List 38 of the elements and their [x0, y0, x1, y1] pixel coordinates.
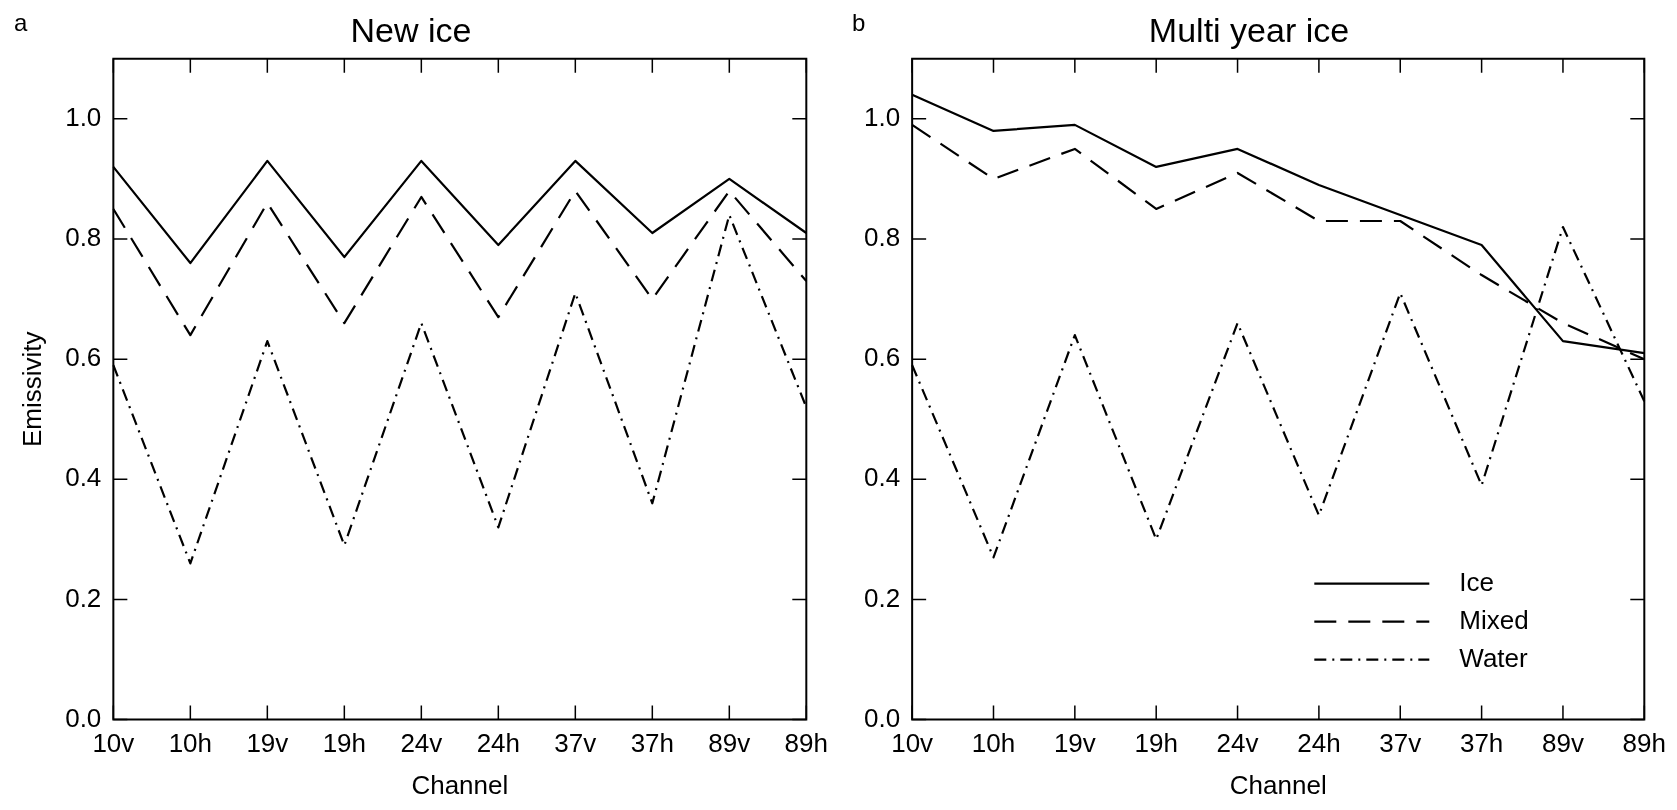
text: b [852, 8, 866, 36]
chart-title: Multi year ice [1148, 10, 1350, 49]
y-tick-label: 0.2 [65, 582, 102, 613]
chart-title: New ice [350, 10, 472, 49]
y-tick-label: 1.0 [65, 102, 102, 133]
x-tick-label: 37h [630, 728, 675, 759]
legend-label: Water [1459, 642, 1529, 673]
x-tick-label: 24v [400, 728, 443, 759]
x-tick-label: 89v [708, 728, 751, 759]
x-tick-label: 10h [168, 728, 213, 759]
y-tick-label: 1.0 [863, 102, 901, 133]
y-axis-title: Emissivity [16, 331, 47, 447]
x-tick-label: 19h [1134, 728, 1178, 759]
x-tick-label: 89h [1622, 728, 1667, 759]
y-tick-label: 0.4 [65, 462, 102, 493]
x-tick-label: 37v [554, 728, 597, 759]
y-tick-label: 0.8 [65, 222, 102, 253]
y-tick-label: 0.6 [65, 342, 102, 373]
x-tick-label: 89v [1542, 728, 1584, 759]
x-axis-title: Channel [1229, 769, 1327, 800]
y-tick-label: 0.8 [863, 222, 901, 253]
x-tick-label: 37v [1379, 728, 1422, 759]
x-tick-label: 10h [971, 728, 1016, 759]
x-tick-label: 24v [1216, 728, 1259, 759]
x-tick-label: 37h [1459, 728, 1504, 759]
y-tick-label: 0.4 [863, 462, 901, 493]
legend-label: Ice [1459, 566, 1494, 597]
text: a [14, 8, 28, 36]
y-tick-label: 0.2 [863, 582, 901, 613]
legend-label: Mixed [1459, 604, 1529, 635]
x-tick-label: 24h [1297, 728, 1341, 759]
x-axis-title: Channel [411, 769, 509, 800]
y-tick-label: 0.6 [863, 342, 901, 373]
x-tick-label: 24h [476, 728, 521, 759]
x-tick-label: 89h [784, 728, 829, 759]
x-tick-label: 19h [322, 728, 367, 759]
x-tick-label: 19v [1053, 728, 1096, 759]
x-tick-label: 19v [246, 728, 289, 759]
